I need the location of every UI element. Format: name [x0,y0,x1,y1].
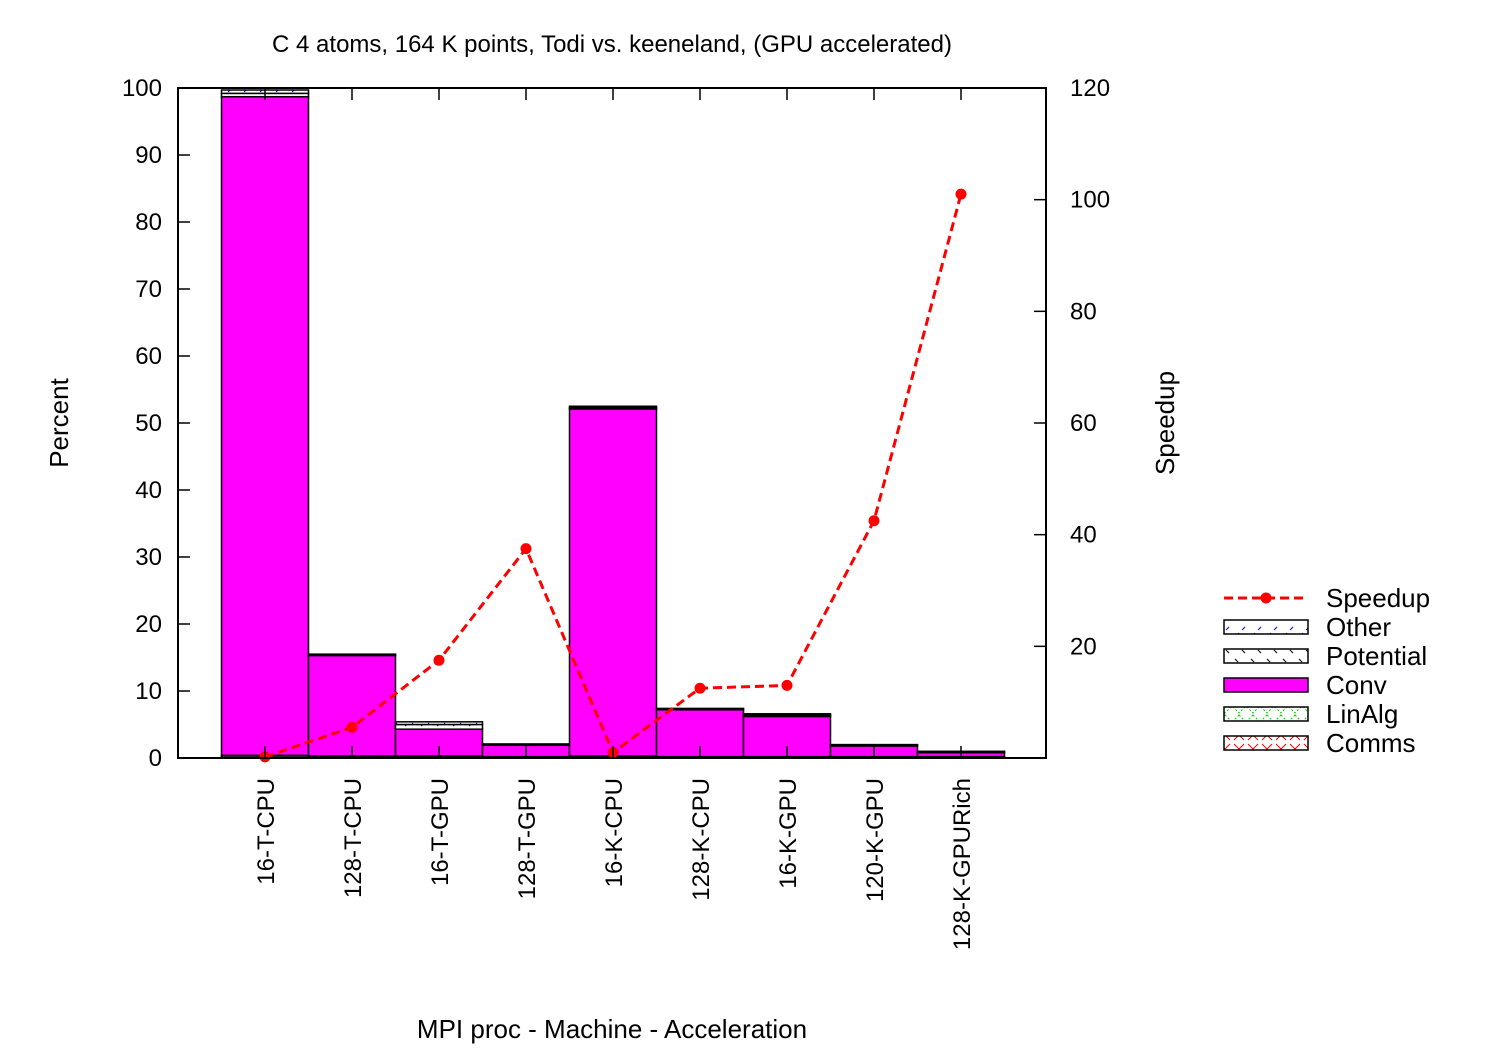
legend-label-speedup: Speedup [1326,583,1430,613]
y-axis-ticks: 0 10 20 30 40 50 60 70 80 90 100 [122,75,190,772]
y-tick-label: 80 [135,209,162,236]
y2-tick-label: 120 [1070,75,1110,102]
x-axis-label: MPI proc - Machine - Acceleration [417,1014,807,1044]
y2-tick-label: 20 [1070,633,1097,660]
legend-label-potential: Potential [1326,641,1427,671]
x-tick-label: 120-K-GPU [862,778,889,902]
bar-other-128-k-cpu [655,707,745,710]
y2-tick-label: 60 [1070,410,1097,437]
y-tick-label: 90 [135,142,162,169]
bar-conv-16-k-gpu [742,715,832,758]
bars-group [220,89,1006,759]
speedup-point-16-k-gpu [781,679,793,691]
bar-other-16-k-cpu [568,405,658,409]
y-axis-label: Percent [44,377,74,467]
speedup-point-128-t-gpu [520,543,532,555]
y-tick-label: 20 [135,611,162,638]
legend-label-comms: Comms [1326,728,1416,758]
speedup-point-120-k-gpu [868,515,880,527]
bar-other-16-t-gpu [394,721,484,726]
y-tick-label: 30 [135,544,162,571]
legend-swatch-comms [1223,735,1309,751]
y-tick-label: 40 [135,477,162,504]
chart-title: C 4 atoms, 164 K points, Todi vs. keenel… [272,31,952,58]
bar-other-16-k-gpu [742,713,832,716]
legend-swatch-potential [1223,648,1309,664]
legend-marker-speedup [1260,592,1272,604]
x-tick-label: 128-T-GPU [514,778,541,899]
bar-conv-16-k-cpu [568,408,658,757]
speedup-point-128-k-cpu [694,682,706,694]
x-tick-label: 16-T-GPU [427,778,454,886]
legend-swatch-other [1223,619,1309,635]
legend-label-conv: Conv [1326,670,1387,700]
bar-other-128-t-cpu [307,653,397,656]
bar-conv-16-t-cpu [220,95,310,757]
bar-other-120-k-gpu [829,743,919,747]
y2-tick-label: 40 [1070,522,1097,549]
y2-axis-label: Speedup [1150,371,1180,475]
y-tick-label: 70 [135,276,162,303]
y-tick-label: 0 [149,745,162,772]
speedup-point-128-k-gpurich [955,188,967,200]
legend-label-other: Other [1326,612,1391,642]
x-tick-label: 16-K-GPU [775,778,802,889]
y-tick-label: 10 [135,678,162,705]
x-tick-label: 16-T-CPU [253,778,280,885]
legend-swatch-linalg [1223,706,1309,722]
y2-tick-label: 100 [1070,187,1110,214]
x-axis-ticks: 16-T-CPU 128-T-CPU 16-T-GPU 128-T-GPU 16-K-C… [253,88,976,950]
speedup-point-128-t-cpu [346,721,358,733]
x-tick-label: 128-K-GPURich [949,778,976,950]
y-tick-label: 60 [135,343,162,370]
x-tick-label: 128-T-CPU [340,778,367,898]
legend-label-linalg: LinAlg [1326,699,1398,729]
y2-axis-ticks: 20 40 60 80 100 120 [1034,75,1110,660]
legend-swatch-conv [1223,677,1309,693]
bar-other-128-t-gpu [481,743,571,746]
y-tick-label: 50 [135,410,162,437]
y-tick-label: 100 [122,75,162,102]
bar-conv-128-t-cpu [307,654,397,757]
y2-tick-label: 80 [1070,298,1097,325]
x-tick-label: 128-K-CPU [688,778,715,901]
speedup-point-16-t-gpu [433,654,445,666]
x-tick-label: 16-K-CPU [601,778,628,887]
